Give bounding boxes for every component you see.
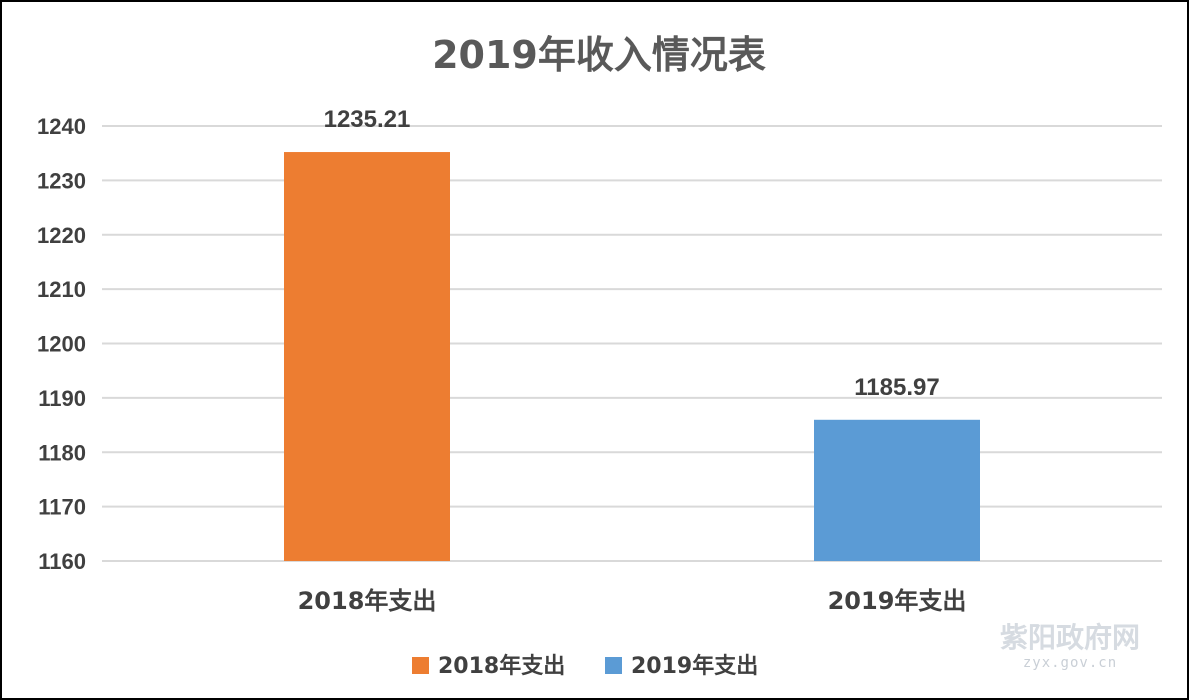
bar-1 xyxy=(284,152,450,561)
y-tick-label: 1200 xyxy=(37,332,86,357)
legend-label: 2019年支出 xyxy=(631,653,758,679)
legend-label: 2018年支出 xyxy=(438,653,565,679)
x-axis-category-labels: 2018年支出 2019年支出 xyxy=(298,587,967,615)
y-tick-label: 1190 xyxy=(38,386,86,411)
data-label: 1185.97 xyxy=(854,374,939,401)
legend-swatch xyxy=(605,657,622,674)
watermark-title: 紫阳政府网 xyxy=(1000,621,1140,654)
y-axis-tick-labels: 1160 1170 1180 1190 1200 1210 1220 1230 1240 xyxy=(37,114,86,574)
y-tick-label: 1160 xyxy=(38,549,86,574)
gridlines xyxy=(102,125,1162,562)
y-tick-label: 1180 xyxy=(38,440,86,465)
bars xyxy=(284,152,980,561)
y-tick-label: 1170 xyxy=(38,495,86,520)
y-tick-label: 1240 xyxy=(37,114,86,139)
legend: 2018年支出 2019年支出 xyxy=(412,653,758,679)
category-label: 2018年支出 xyxy=(298,587,437,615)
data-labels: 1235.21 1185.97 xyxy=(324,106,940,401)
y-tick-label: 1220 xyxy=(37,223,86,248)
y-tick-label: 1230 xyxy=(37,168,86,193)
category-label: 2019年支出 xyxy=(828,587,967,615)
watermark: 紫阳政府网 zyx.gov.cn xyxy=(1000,621,1140,671)
chart-title: 2019年收入情况表 xyxy=(432,33,766,77)
data-label: 1235.21 xyxy=(324,106,411,133)
watermark-url: zyx.gov.cn xyxy=(1023,655,1117,671)
legend-swatch xyxy=(412,657,429,674)
y-tick-label: 1210 xyxy=(37,277,86,302)
bar-2 xyxy=(814,419,980,561)
